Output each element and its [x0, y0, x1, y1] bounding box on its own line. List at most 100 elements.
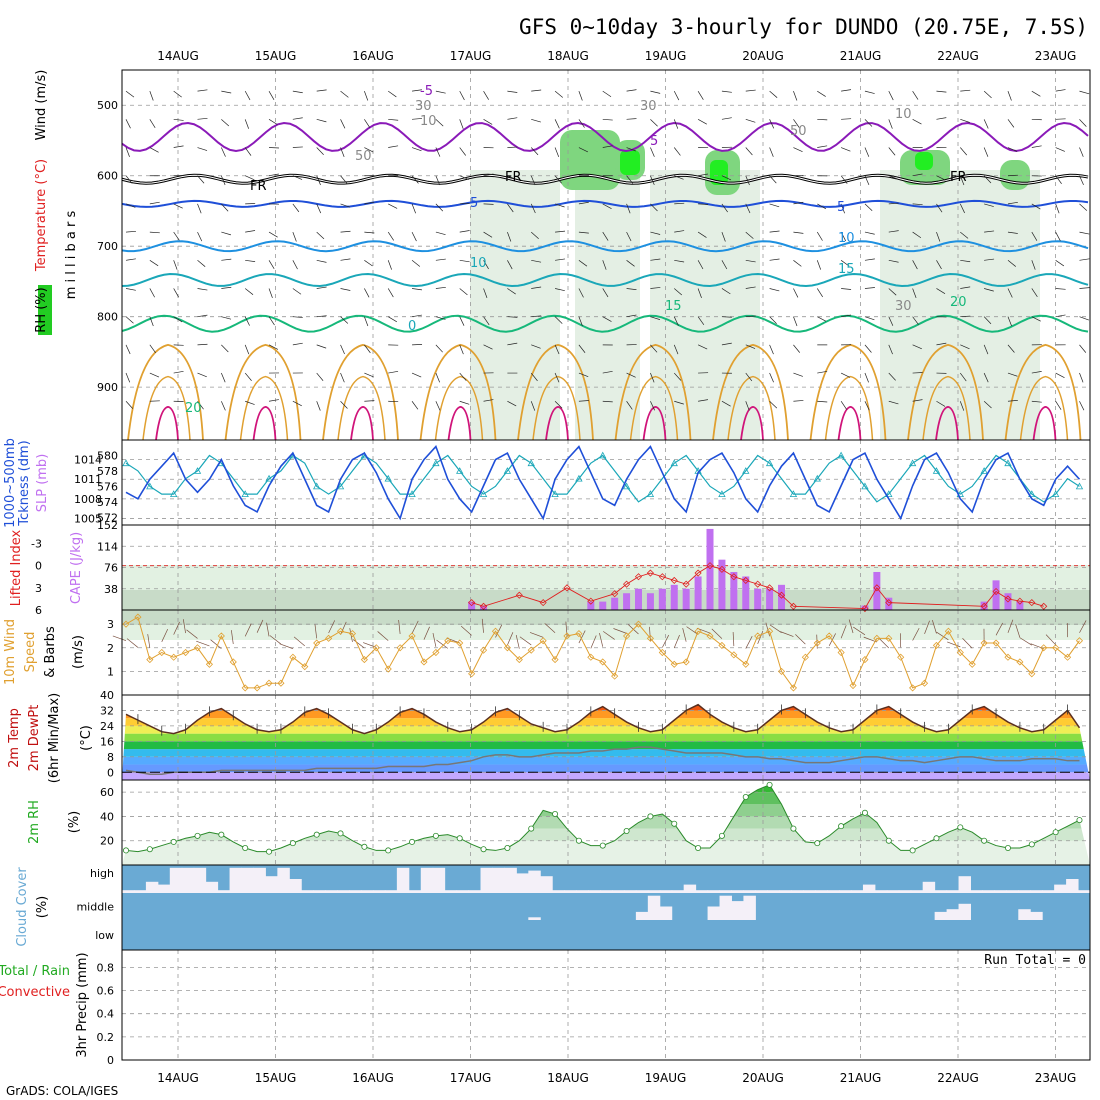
thickness-point — [765, 459, 774, 467]
thickness-point — [479, 490, 488, 497]
wind-barb — [507, 175, 517, 181]
li-point — [885, 599, 893, 607]
wind-barb — [841, 118, 852, 120]
wind-barb — [507, 288, 516, 295]
wind-barb — [673, 344, 679, 355]
wind-barb — [864, 175, 870, 186]
y-tick-label: 0.2 — [97, 1031, 115, 1044]
rh-point — [1076, 817, 1083, 824]
wind-barb — [221, 286, 232, 289]
thickness-point — [622, 482, 631, 490]
wind-barb — [292, 288, 302, 295]
wind-barb — [292, 342, 303, 346]
rh-point — [838, 823, 845, 830]
date-label-bottom: 23AUG — [1035, 1071, 1077, 1085]
wind-barb — [912, 203, 923, 206]
wind-barb-10m — [515, 634, 520, 649]
li-point — [682, 580, 690, 588]
legend-convective: Convective — [0, 985, 70, 1000]
panel-axis-label: RH (%) — [34, 287, 49, 332]
wind-speed-point — [313, 639, 321, 647]
wind-barb — [459, 202, 470, 205]
cloud-block — [862, 884, 876, 893]
wind-barb — [268, 90, 275, 100]
cloud-block — [1030, 890, 1043, 893]
rh-band — [122, 792, 1090, 805]
thickness-point — [265, 474, 273, 482]
wind-barb — [721, 203, 728, 213]
thickness-point — [670, 459, 678, 467]
wind-barb — [983, 372, 989, 383]
wind-barb — [340, 203, 351, 208]
wind-barb — [864, 90, 875, 94]
panel-axis-label: 2m RH — [27, 800, 42, 844]
wind-barb — [793, 372, 803, 377]
wind-barb — [1079, 231, 1090, 235]
wind-barb — [841, 314, 852, 318]
wind-barb — [721, 175, 732, 181]
li-point — [646, 569, 654, 577]
wind-speed-point — [1028, 670, 1036, 678]
wind-speed-point — [253, 684, 261, 692]
wind-barb — [674, 230, 685, 233]
cloud-block — [815, 890, 828, 893]
wind-barb — [698, 173, 708, 177]
li-line — [471, 565, 1044, 609]
rh-point — [218, 831, 225, 838]
wind-speed-point — [468, 670, 476, 678]
wind-barb — [364, 201, 375, 205]
wind-barb — [578, 231, 589, 234]
wind-barb — [769, 344, 774, 355]
y-tick-label: 3 — [107, 618, 114, 631]
li-point — [730, 573, 738, 581]
y-tick-label: 60 — [100, 786, 114, 799]
cloud-block — [384, 890, 398, 893]
isotherm-25 — [517, 343, 594, 441]
cloud-block — [1078, 890, 1091, 893]
wind-barb — [483, 260, 489, 270]
thickness-point — [146, 482, 154, 490]
cloud-block — [623, 890, 637, 893]
wind-speed-point — [372, 644, 380, 652]
wind-barb — [1055, 118, 1066, 120]
thickness-point — [742, 467, 750, 474]
wind-speed-point — [682, 658, 690, 666]
date-label-top: 14AUG — [157, 49, 199, 63]
y-tick-label: 600 — [97, 170, 118, 183]
wind-barb — [960, 259, 971, 263]
wind-barb — [149, 259, 159, 267]
wind-barb — [960, 147, 968, 156]
wind-barb — [650, 90, 661, 94]
wind-barb — [578, 91, 583, 101]
y-tick-label: 24 — [100, 720, 114, 733]
wind-speed-point — [992, 639, 1000, 647]
li-point — [670, 576, 678, 585]
wind-barb — [888, 147, 896, 156]
wind-barb — [530, 372, 538, 382]
rh-point — [456, 835, 463, 842]
wind-barb-10m — [732, 632, 735, 647]
contour-label: 10 — [420, 114, 437, 129]
wind-barb — [1007, 399, 1018, 402]
wind-barb — [578, 147, 589, 153]
li-point — [980, 602, 988, 610]
wind-barb — [626, 89, 637, 92]
wind-barb — [149, 372, 160, 378]
wind-barb — [888, 259, 899, 263]
rh-2m-panel: 60 40 20 2m RH (%) — [27, 779, 1091, 866]
wind-barb — [626, 260, 635, 267]
wind-barb — [149, 147, 159, 153]
wind-barb-10m — [853, 626, 866, 636]
wind-barb — [626, 231, 632, 242]
rh-column — [650, 170, 700, 440]
wind-barb-10m — [269, 635, 282, 645]
wind-barb — [769, 203, 780, 208]
cloud-block — [301, 890, 314, 893]
temp-line — [125, 703, 1081, 735]
cloud-block — [683, 884, 697, 893]
date-label-top: 15AUG — [255, 49, 297, 63]
wind-barb — [292, 231, 297, 242]
wind-barb — [507, 231, 512, 242]
wind-barb — [673, 316, 679, 326]
